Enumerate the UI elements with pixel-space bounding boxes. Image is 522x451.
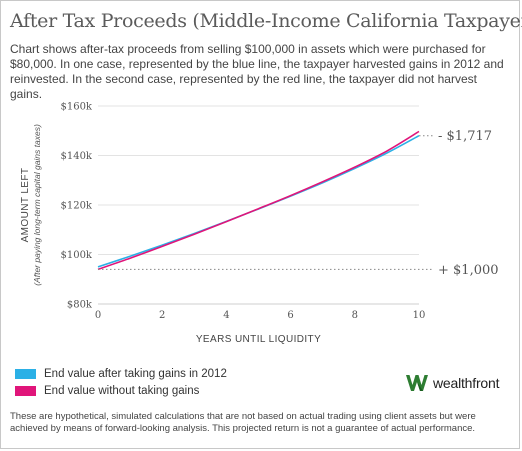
y-axis-label: AMOUNT LEFT (20, 168, 31, 243)
x-tick-label: 2 (159, 310, 165, 321)
chart-subtitle: Chart shows after-tax proceeds from sell… (10, 42, 504, 101)
annotation-label: + $1,000 (438, 263, 499, 278)
legend-swatch-blue (15, 368, 36, 379)
wealthfront-logo: wealthfront (405, 372, 499, 394)
y-tick-label: $100k (60, 250, 92, 261)
chart-title: After Tax Proceeds (Middle-Income Califo… (10, 10, 522, 32)
legend-item-gains-taken: End value after taking gains in 2012 (15, 365, 227, 382)
x-tick-label: 0 (95, 310, 101, 321)
legend-item-no-gains: End value without taking gains (15, 382, 227, 399)
annotation-label: - $1,717 (438, 129, 492, 144)
x-tick-label: 6 (287, 310, 293, 321)
x-tick-label: 8 (352, 310, 358, 321)
footnote: These are hypothetical, simulated calcul… (10, 411, 476, 434)
series-line-no-gains (97, 130, 420, 271)
y-tick-label: $80k (67, 300, 93, 311)
logo-text: wealthfront (433, 375, 500, 391)
x-tick-label: 4 (223, 310, 229, 321)
y-tick-label: $140k (60, 151, 92, 162)
y-axis-sublabel: (After paying long-term capital gains ta… (32, 124, 42, 286)
legend-swatch-magenta (15, 385, 36, 396)
y-tick-label: $120k (60, 201, 92, 212)
chart-legend: End value after taking gains in 2012 End… (15, 365, 227, 399)
wealthfront-w-logo-icon (406, 375, 428, 391)
legend-label: End value after taking gains in 2012 (44, 367, 227, 380)
legend-label: End value without taking gains (44, 384, 200, 397)
x-tick-label: 10 (413, 310, 426, 321)
y-tick-label: $160k (60, 102, 92, 113)
x-axis-label: YEARS UNTIL LIQUIDITY (196, 334, 321, 345)
